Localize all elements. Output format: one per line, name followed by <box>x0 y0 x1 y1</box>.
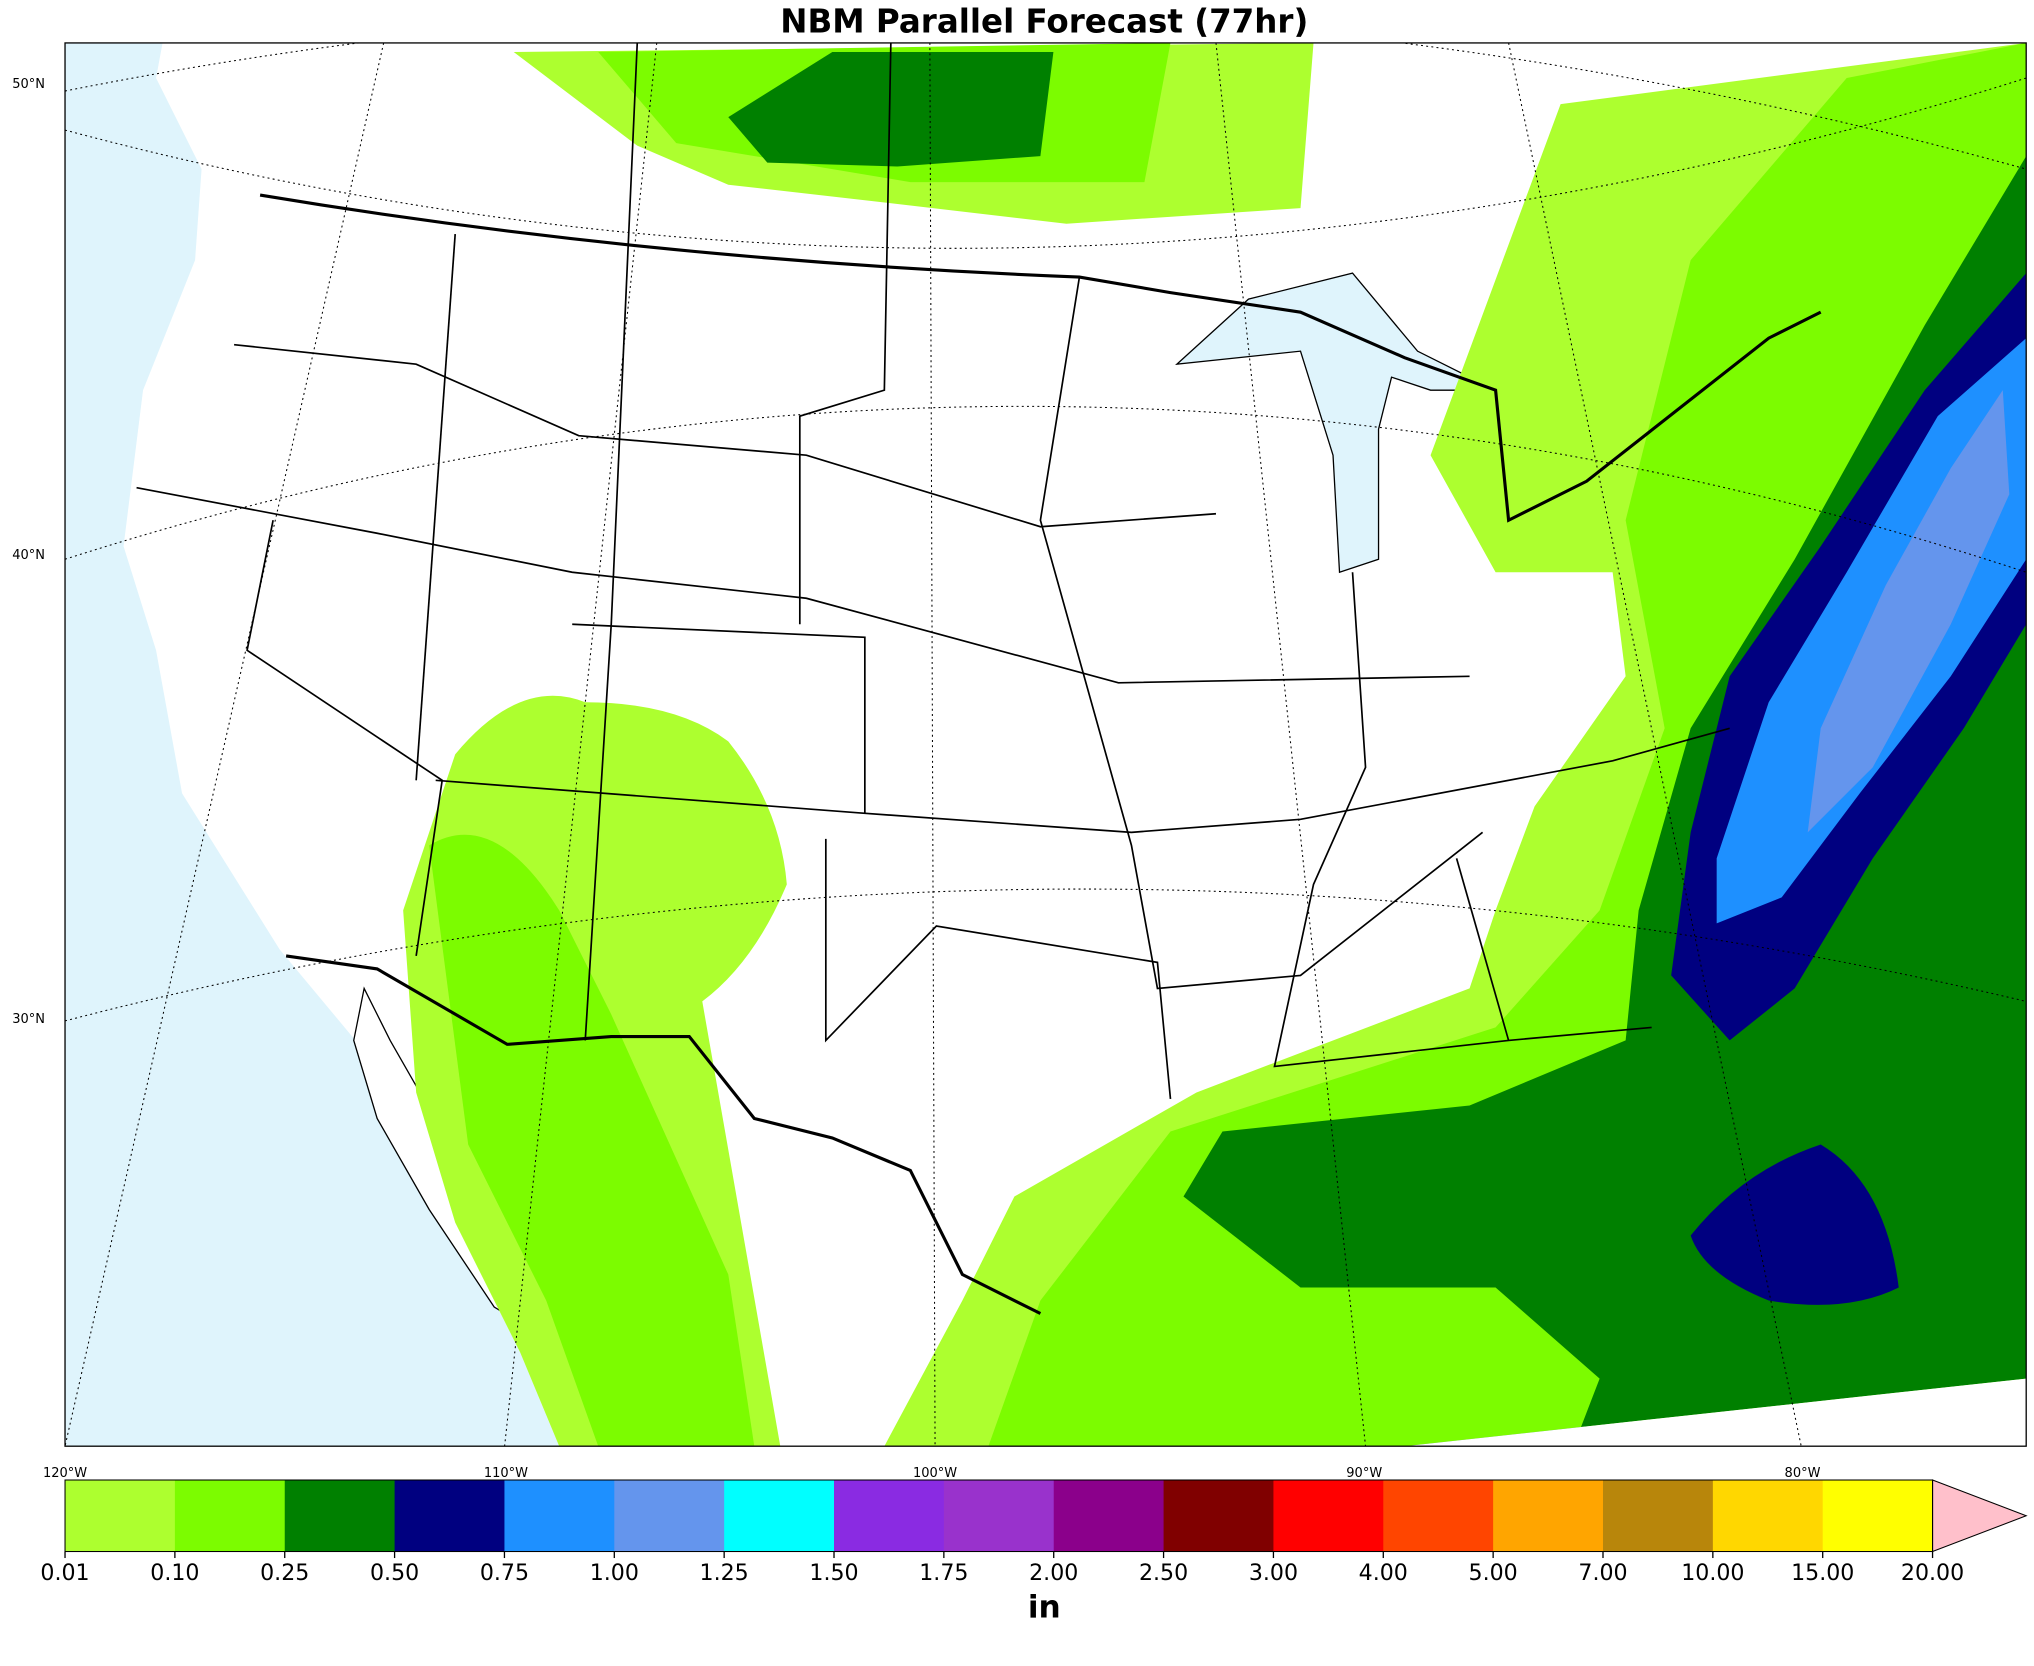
lon-label: 80°W <box>1785 1466 1821 1481</box>
colorbar-extend <box>1932 1479 2028 1553</box>
precip-coastal-lightblue <box>1807 390 2010 833</box>
colorbar-tick-label: 20.00 <box>1901 1560 1964 1586</box>
colorbar-box <box>284 1480 396 1552</box>
colorbar-box <box>174 1480 286 1552</box>
colorbar-box <box>1493 1480 1604 1552</box>
colorbar-box <box>1712 1480 1824 1552</box>
great-lakes <box>1175 272 1496 574</box>
colorbar-box <box>1602 1480 1714 1552</box>
precip-east-dark <box>1183 156 2027 1447</box>
lat-label: 40°N <box>12 548 45 563</box>
colorbar-tick-label: 5.00 <box>1469 1560 1518 1586</box>
lon-label: 90°W <box>1346 1466 1382 1481</box>
colorbar-tick-label: 10.00 <box>1681 1560 1744 1586</box>
lon-label: 100°W <box>913 1466 957 1481</box>
lat-label: 30°N <box>12 1012 45 1027</box>
colorbar: 0.01 0.10 0.25 0.50 0.75 1.00 1.25 1.50 1.75 2.00… <box>40 1479 2028 1626</box>
colorbar-tick-label: 15.00 <box>1791 1560 1854 1586</box>
colorbar-tick-label: 0.25 <box>260 1560 309 1586</box>
map <box>65 42 2027 1447</box>
labels: 50°N 40°N 30°N 120°W 110°W 100°W 90°W 80°W <box>12 77 1820 1481</box>
precip-canada-dark <box>728 52 1054 167</box>
no-data <box>1404 1378 2027 1447</box>
lat-label: 50°N <box>12 77 45 92</box>
colorbar-box <box>1822 1480 1934 1552</box>
colorbar-box <box>504 1480 615 1552</box>
colorbar-unit: in <box>1028 1590 1061 1626</box>
title: NBM Parallel Forecast (77hr) <box>780 2 1308 40</box>
precip-southwest-mid <box>429 834 755 1447</box>
colorbar-tick-label: 1.75 <box>919 1560 968 1586</box>
colorbar-tick-label: 1.50 <box>809 1560 858 1586</box>
colorbar-tick-label: 1.25 <box>700 1560 749 1586</box>
colorbar-tick-label: 0.50 <box>370 1560 419 1586</box>
colorbar-frame <box>64 1479 1934 1553</box>
colorbar-box <box>394 1480 506 1552</box>
colorbar-tick-label: 3.00 <box>1249 1560 1298 1586</box>
colorbar-tick-label: 7.00 <box>1578 1560 1627 1586</box>
colorbar-tick-label: 4.00 <box>1359 1560 1408 1586</box>
colorbar-box <box>1383 1480 1494 1552</box>
colorbar-tick-label: 0.10 <box>150 1560 199 1586</box>
colorbar-box <box>614 1480 725 1552</box>
colorbar-box <box>834 1480 945 1552</box>
colorbar-tick-label: 1.00 <box>590 1560 639 1586</box>
precip-florida-navy <box>1690 1144 1899 1305</box>
colorbar-tick-label: 0.75 <box>480 1560 529 1586</box>
lon-label: 110°W <box>484 1466 528 1481</box>
colorbar-tick-label: 2.00 <box>1029 1560 1078 1586</box>
colorbar-tick-label: 0.01 <box>40 1560 89 1586</box>
map-frame <box>64 42 2027 1447</box>
colorbar-box <box>1053 1480 1165 1552</box>
colorbar-box <box>724 1480 835 1552</box>
colorbar-box <box>943 1480 1055 1552</box>
colorbar-box <box>65 1480 176 1552</box>
colorbar-box <box>1163 1480 1275 1552</box>
colorbar-box <box>1273 1480 1384 1552</box>
colorbar-tick-label: 2.50 <box>1139 1560 1188 1586</box>
lon-label: 120°W <box>43 1466 87 1481</box>
